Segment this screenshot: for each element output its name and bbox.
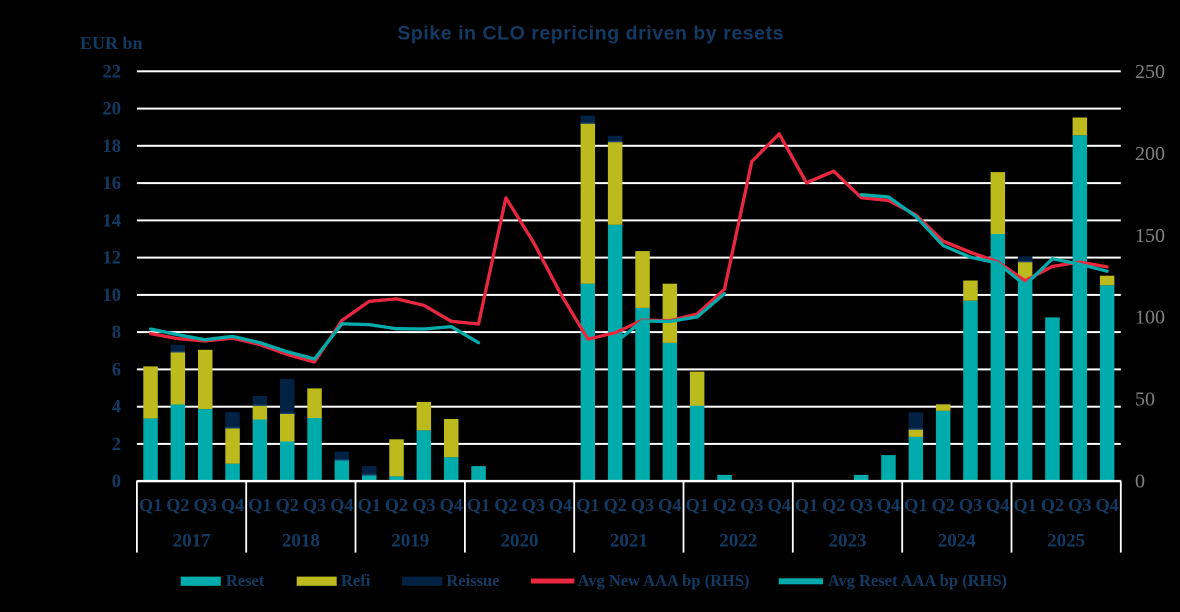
svg-text:2025: 2025 — [1047, 531, 1085, 552]
svg-text:4: 4 — [112, 398, 121, 418]
svg-text:Q2: Q2 — [494, 495, 517, 515]
svg-text:0: 0 — [1135, 471, 1145, 493]
svg-text:Q1: Q1 — [139, 495, 162, 515]
svg-text:Q1: Q1 — [248, 495, 271, 515]
svg-text:14: 14 — [103, 211, 122, 231]
svg-text:2023: 2023 — [829, 531, 867, 552]
svg-text:Spike in CLO repricing driven: Spike in CLO repricing driven by resets — [397, 22, 784, 44]
svg-text:Q2: Q2 — [385, 495, 408, 515]
svg-text:Q3: Q3 — [631, 495, 654, 515]
svg-text:Q3: Q3 — [303, 495, 326, 515]
svg-text:200: 200 — [1135, 143, 1165, 165]
svg-text:16: 16 — [103, 174, 122, 194]
svg-text:Q1: Q1 — [358, 495, 381, 515]
svg-text:Q1: Q1 — [1013, 495, 1036, 515]
svg-text:Q2: Q2 — [713, 495, 736, 515]
svg-text:Q3: Q3 — [959, 495, 982, 515]
svg-text:100: 100 — [1135, 307, 1165, 329]
svg-text:Q2: Q2 — [166, 495, 189, 515]
svg-text:150: 150 — [1135, 225, 1165, 247]
svg-text:Q3: Q3 — [412, 495, 435, 515]
svg-text:Q4: Q4 — [1095, 495, 1118, 515]
svg-text:6: 6 — [112, 360, 121, 380]
svg-text:Avg Reset AAA bp (RHS): Avg Reset AAA bp (RHS) — [828, 571, 1007, 590]
svg-text:2024: 2024 — [938, 531, 977, 552]
svg-text:Q4: Q4 — [986, 495, 1009, 515]
svg-text:Q2: Q2 — [604, 495, 627, 515]
svg-text:50: 50 — [1135, 389, 1155, 411]
svg-text:Q4: Q4 — [221, 495, 244, 515]
svg-text:Reset: Reset — [226, 571, 265, 590]
svg-text:2021: 2021 — [610, 531, 648, 552]
svg-text:EUR bn: EUR bn — [80, 33, 143, 53]
svg-text:Q1: Q1 — [904, 495, 927, 515]
svg-text:Q1: Q1 — [686, 495, 709, 515]
svg-text:Q2: Q2 — [932, 495, 955, 515]
svg-text:Q3: Q3 — [194, 495, 217, 515]
svg-text:10: 10 — [103, 286, 122, 306]
svg-text:Q4: Q4 — [440, 495, 463, 515]
svg-text:Q3: Q3 — [740, 495, 763, 515]
svg-text:8: 8 — [112, 323, 121, 343]
svg-text:Q3: Q3 — [1068, 495, 1091, 515]
svg-text:Q4: Q4 — [549, 495, 572, 515]
svg-text:22: 22 — [103, 62, 122, 82]
svg-text:Q4: Q4 — [768, 495, 791, 515]
svg-text:2020: 2020 — [501, 531, 539, 552]
svg-text:Q1: Q1 — [795, 495, 818, 515]
svg-text:Q4: Q4 — [877, 495, 900, 515]
svg-text:12: 12 — [103, 249, 122, 269]
svg-text:Q1: Q1 — [576, 495, 599, 515]
svg-text:2022: 2022 — [719, 531, 757, 552]
svg-text:Q2: Q2 — [1041, 495, 1064, 515]
svg-text:2: 2 — [112, 435, 121, 455]
svg-text:20: 20 — [103, 100, 122, 120]
svg-text:Q3: Q3 — [850, 495, 873, 515]
svg-text:0: 0 — [112, 472, 121, 492]
svg-text:2019: 2019 — [391, 531, 429, 552]
svg-text:Avg New AAA bp (RHS): Avg New AAA bp (RHS) — [578, 571, 750, 590]
svg-text:Reissue: Reissue — [446, 571, 499, 590]
svg-text:Q4: Q4 — [658, 495, 681, 515]
svg-text:Q2: Q2 — [276, 495, 299, 515]
svg-text:Q4: Q4 — [330, 495, 353, 515]
svg-text:Q3: Q3 — [522, 495, 545, 515]
svg-text:Q2: Q2 — [822, 495, 845, 515]
svg-text:2017: 2017 — [173, 531, 212, 552]
svg-text:Q1: Q1 — [467, 495, 490, 515]
svg-text:Refi: Refi — [341, 571, 371, 590]
svg-text:18: 18 — [103, 137, 122, 157]
svg-text:2018: 2018 — [282, 531, 320, 552]
svg-text:250: 250 — [1135, 61, 1165, 83]
